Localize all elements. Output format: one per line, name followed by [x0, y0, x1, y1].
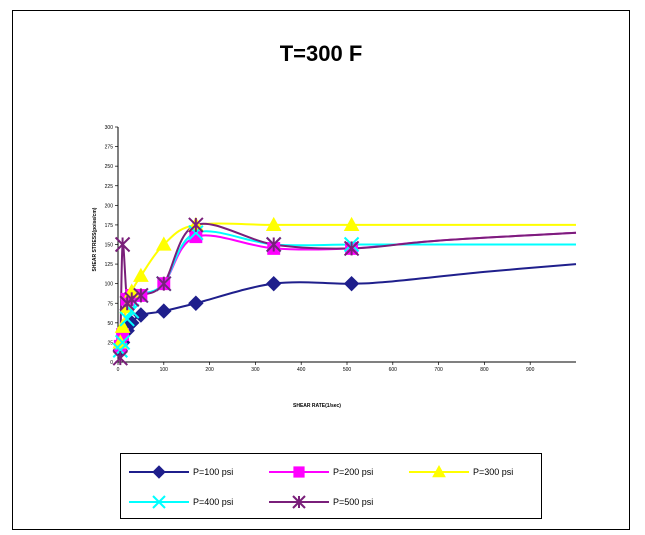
legend-marker-3 — [432, 464, 446, 478]
data-point-series-1 — [133, 307, 149, 323]
legend-marker-1 — [152, 465, 166, 479]
y-tick-label: 275 — [105, 145, 114, 151]
y-tick-label: 100 — [105, 282, 114, 288]
y-tick-label: 75 — [107, 301, 113, 307]
data-point-series-1 — [188, 295, 204, 311]
y-tick-label: 225 — [105, 184, 114, 190]
y-tick-label: 250 — [105, 164, 114, 170]
series-line-1 — [119, 263, 577, 351]
data-point-series-1 — [156, 303, 172, 319]
series-line-5 — [119, 222, 577, 359]
y-tick-label: 150 — [105, 243, 114, 249]
x-tick-label: 500 — [343, 367, 352, 373]
x-tick-label: 200 — [205, 367, 214, 373]
y-tick-label: 175 — [105, 223, 114, 229]
x-tick-label: 800 — [480, 367, 489, 373]
data-point-series-3 — [343, 216, 360, 232]
data-point-series-5 — [114, 236, 131, 253]
data-point-series-5 — [124, 291, 140, 308]
legend-label-5: P=500 psi — [333, 497, 373, 507]
y-tick-label: 125 — [105, 262, 114, 268]
x-tick-label: 400 — [297, 367, 306, 373]
data-point-series-5 — [156, 275, 172, 292]
chart-frame: T=300 F — [12, 10, 630, 530]
data-point-series-3 — [155, 236, 172, 251]
legend-label-2: P=200 psi — [333, 467, 373, 477]
data-point-series-4 — [188, 225, 204, 241]
chart-title: T=300 F — [279, 41, 363, 66]
x-tick-label: 600 — [389, 367, 398, 373]
x-tick-label: 300 — [251, 367, 260, 373]
x-tick-label: 0 — [117, 367, 120, 373]
legend-label-1: P=100 psi — [193, 467, 233, 477]
x-axis-label: SHEAR RATE(1/sec) — [293, 403, 341, 409]
y-tick-label: 50 — [107, 321, 113, 327]
x-tick-label: 100 — [160, 367, 169, 373]
data-point-series-1 — [343, 275, 360, 292]
legend-label-4: P=400 psi — [193, 497, 233, 507]
data-point-series-5 — [133, 287, 149, 304]
y-tick-label: 200 — [105, 203, 114, 209]
y-tick-label: 300 — [105, 125, 114, 131]
x-tick-label: 700 — [434, 367, 443, 373]
data-point-series-5 — [188, 217, 204, 233]
data-point-series-5 — [266, 236, 282, 253]
legend-label-3: P=300 psi — [473, 467, 513, 477]
legend-marker-4 — [152, 495, 166, 509]
data-point-series-3 — [114, 318, 131, 333]
chart-legend: P=100 psi P=200 psi P=300 psi P=400 psi P=50… — [120, 453, 542, 519]
legend-svg: P=100 psi P=200 psi P=300 psi P=400 psi P=50… — [129, 464, 513, 509]
legend-marker-2 — [293, 466, 305, 478]
data-point-series-5 — [112, 350, 128, 366]
data-point-series-4 — [119, 311, 135, 327]
x-tick-label: 900 — [526, 367, 535, 373]
data-point-series-3 — [265, 216, 282, 232]
data-point-series-5 — [343, 240, 360, 257]
y-axis-label: SHEAR STRESS(poise/cm) — [92, 207, 98, 271]
legend-marker-5 — [292, 495, 306, 509]
data-point-series-1 — [266, 275, 282, 292]
y-tick-label: 25 — [107, 340, 113, 346]
data-point-series-3 — [133, 267, 149, 282]
y-tick-label: 0 — [110, 360, 113, 366]
data-point-series-4 — [114, 334, 131, 351]
